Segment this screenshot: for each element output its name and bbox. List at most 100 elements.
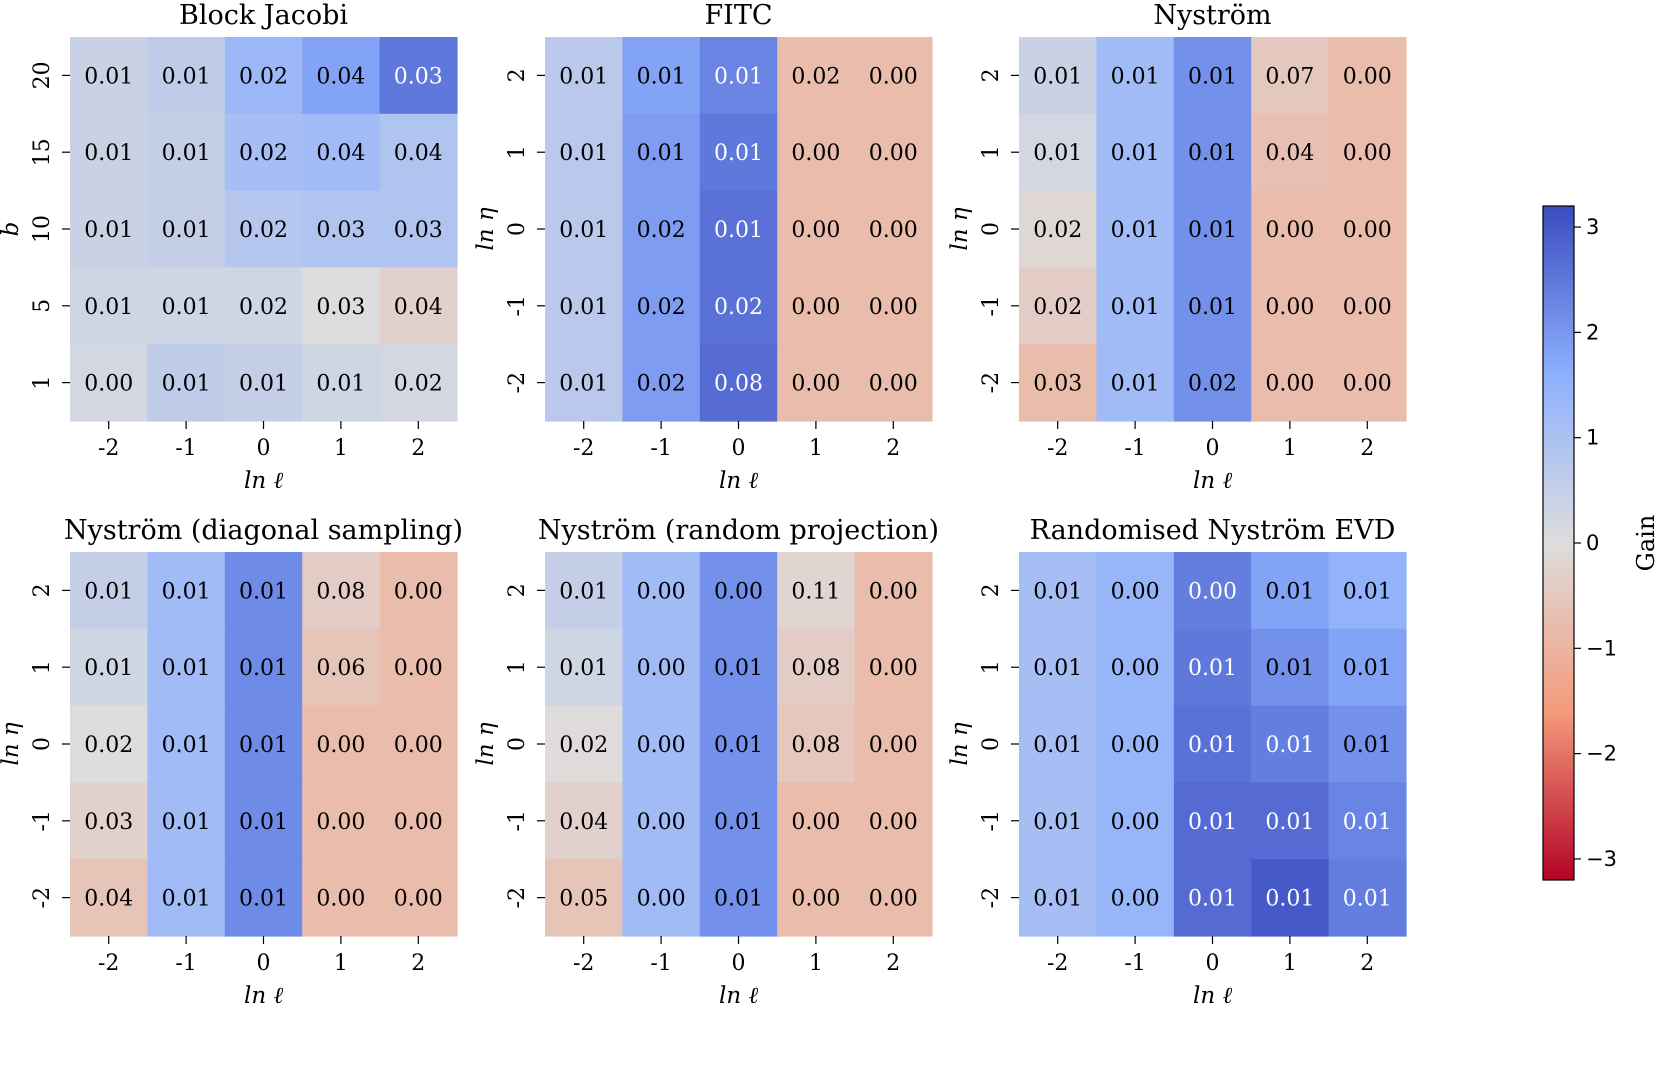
cell-value: 0.00 [316, 887, 365, 912]
cell-value: 0.08 [791, 656, 840, 681]
cell-value: 0.05 [559, 887, 608, 912]
panel-title: FITC [704, 0, 772, 31]
cell-value: 0.01 [1033, 579, 1082, 604]
heatmap-cell [854, 267, 933, 345]
cell-value: 0.01 [559, 295, 608, 320]
heatmap-cell [147, 113, 226, 192]
heatmap-cell [1173, 628, 1252, 707]
heatmap-cell [1328, 113, 1407, 192]
x-tick-label: -1 [650, 951, 671, 976]
heatmap-cell [224, 267, 303, 345]
heatmap-cell [147, 190, 226, 268]
cell-value: 0.01 [1033, 887, 1082, 912]
heatmap-cell [699, 113, 778, 192]
y-tick-label: -2 [979, 887, 1004, 908]
heatmap-panels: Block Jacobi 0.01 0.01 0.02 0.04 0.03 0.01 0.01… [0, 0, 1407, 1009]
cell-value: 0.00 [1188, 579, 1237, 604]
heatmap-cell [302, 190, 381, 268]
cell-value: 0.00 [394, 810, 443, 835]
y-tick-label: -2 [30, 887, 55, 908]
cell-value: 0.01 [1033, 656, 1082, 681]
heatmap-cell [1251, 782, 1330, 860]
cell-value: 0.01 [637, 64, 686, 89]
heatmap-cell [1173, 344, 1252, 422]
heatmap-cell [379, 344, 458, 422]
heatmap-cell [622, 628, 701, 707]
heatmap-cell [1019, 190, 1097, 268]
cell-value: 0.01 [559, 656, 608, 681]
cell-value: 0.01 [1111, 372, 1160, 397]
cell-value: 0.00 [637, 579, 686, 604]
cell-value: 0.01 [84, 656, 133, 681]
cell-value: 0.01 [559, 218, 608, 243]
cell-value: 0.02 [637, 295, 686, 320]
cell-value: 0.02 [637, 372, 686, 397]
y-tick-label: -1 [30, 810, 55, 831]
heatmap-cell [1173, 113, 1252, 192]
heatmap-cell [302, 705, 381, 783]
cell-value: 0.00 [791, 218, 840, 243]
cell-value: 0.00 [1265, 372, 1314, 397]
cell-value: 0.01 [1188, 810, 1237, 835]
heatmap-cell [777, 344, 856, 422]
heatmap-cell [1096, 190, 1175, 268]
y-tick-label: 0 [979, 222, 1004, 236]
heatmap-cell [854, 705, 933, 783]
heatmap-cell [545, 190, 623, 268]
cell-value: 0.01 [1265, 810, 1314, 835]
x-tick-label: -2 [573, 436, 594, 461]
x-axis-label: ln ℓ [244, 468, 283, 494]
cell-value: 0.00 [791, 141, 840, 166]
cell-value: 0.06 [316, 656, 365, 681]
cell-value: 0.11 [791, 579, 840, 604]
cell-value: 0.02 [394, 372, 443, 397]
cell-value: 0.01 [1265, 656, 1314, 681]
heatmap-cell [379, 628, 458, 707]
cell-value: 0.00 [394, 579, 443, 604]
cell-value: 0.00 [869, 372, 918, 397]
x-tick-label: 1 [809, 436, 823, 461]
heatmap-cell [224, 113, 303, 192]
cell-value: 0.00 [1343, 295, 1392, 320]
heatmap-cell [1019, 628, 1097, 707]
heatmap-cell [1251, 113, 1330, 192]
panel-title: Nyström (random projection) [538, 515, 939, 546]
heatmap-cell [1096, 552, 1175, 630]
heatmap-cell [70, 859, 148, 937]
cell-value: 0.02 [1033, 295, 1082, 320]
cell-value: 0.02 [239, 141, 288, 166]
x-tick-label: 0 [732, 436, 746, 461]
heatmap-cell [1251, 37, 1330, 115]
heatmap-cell [622, 859, 701, 937]
y-tick-label: -1 [979, 295, 1004, 316]
cell-value: 0.01 [1111, 64, 1160, 89]
cell-value: 0.01 [1033, 141, 1082, 166]
heatmap-cell [1096, 344, 1175, 422]
heatmap-cell [1251, 267, 1330, 345]
cell-value: 0.01 [1111, 141, 1160, 166]
cell-value: 0.01 [162, 295, 211, 320]
heatmap-cell [147, 344, 226, 422]
heatmap-cell [1251, 705, 1330, 783]
heatmap-cell [545, 267, 623, 345]
colorbar-gradient [1542, 205, 1575, 881]
cell-value: 0.00 [1343, 372, 1392, 397]
x-tick-label: -2 [1047, 436, 1068, 461]
y-tick-label: 1 [30, 376, 55, 390]
cell-value: 0.00 [1111, 656, 1160, 681]
colorbar-ticks: 3 2 1 0 −1 −2 −3 [1574, 215, 1617, 871]
heatmap-cell [379, 705, 458, 783]
y-tick-label: 2 [505, 68, 530, 82]
cell-value: 0.01 [239, 810, 288, 835]
heatmap-cell [699, 628, 778, 707]
cell-value: 0.01 [239, 579, 288, 604]
cell-value: 0.01 [84, 218, 133, 243]
x-tick-label: -2 [98, 951, 119, 976]
cell-value: 0.01 [1188, 295, 1237, 320]
heatmap-cell [1019, 782, 1097, 860]
cell-value: 0.01 [559, 64, 608, 89]
heatmap-cell [854, 552, 933, 630]
cell-value: 0.00 [1111, 887, 1160, 912]
x-tick-label: 0 [257, 436, 271, 461]
cell-value: 0.00 [637, 733, 686, 758]
